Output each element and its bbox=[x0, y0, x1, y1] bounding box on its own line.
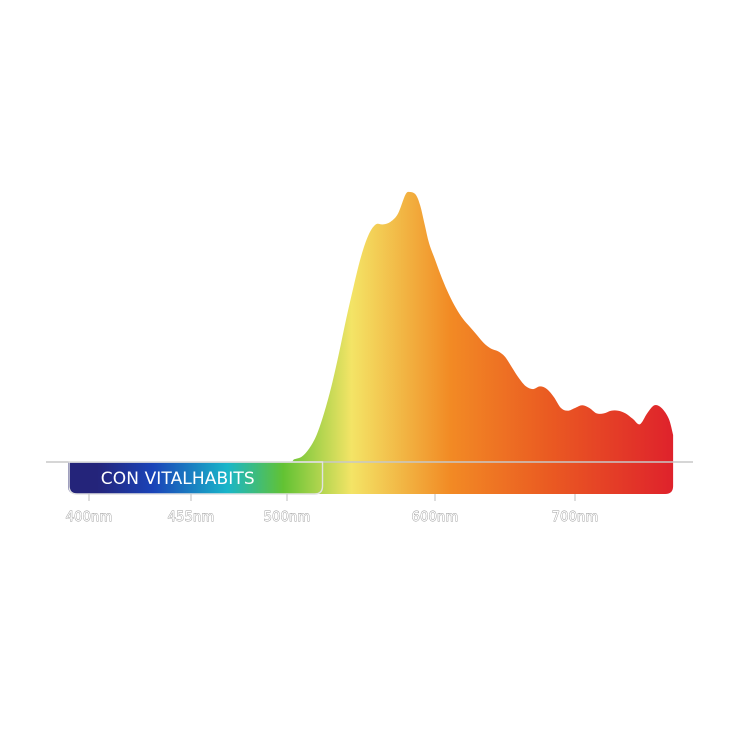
x-tick-label-500: 500nm bbox=[264, 510, 311, 525]
spectrum-area bbox=[92, 191, 674, 463]
banner-group: CON VITALHABITS bbox=[68, 461, 324, 495]
x-tick-label-400: 400nm bbox=[66, 510, 113, 525]
x-tick-label-600: 600nm bbox=[412, 510, 459, 525]
x-ticks-group: 400nm 455nm 500nm 600nm 700nm bbox=[65, 494, 599, 525]
x-tick-label-700: 700nm bbox=[552, 510, 599, 525]
banner-box bbox=[68, 461, 324, 495]
banner-label: CON VITALHABITS bbox=[101, 469, 255, 489]
spectrum-baseline-band bbox=[68, 462, 674, 494]
spectrum-area-group bbox=[92, 191, 674, 463]
baseline-band-group bbox=[68, 462, 674, 494]
x-tick-label-455: 455nm bbox=[168, 510, 215, 525]
